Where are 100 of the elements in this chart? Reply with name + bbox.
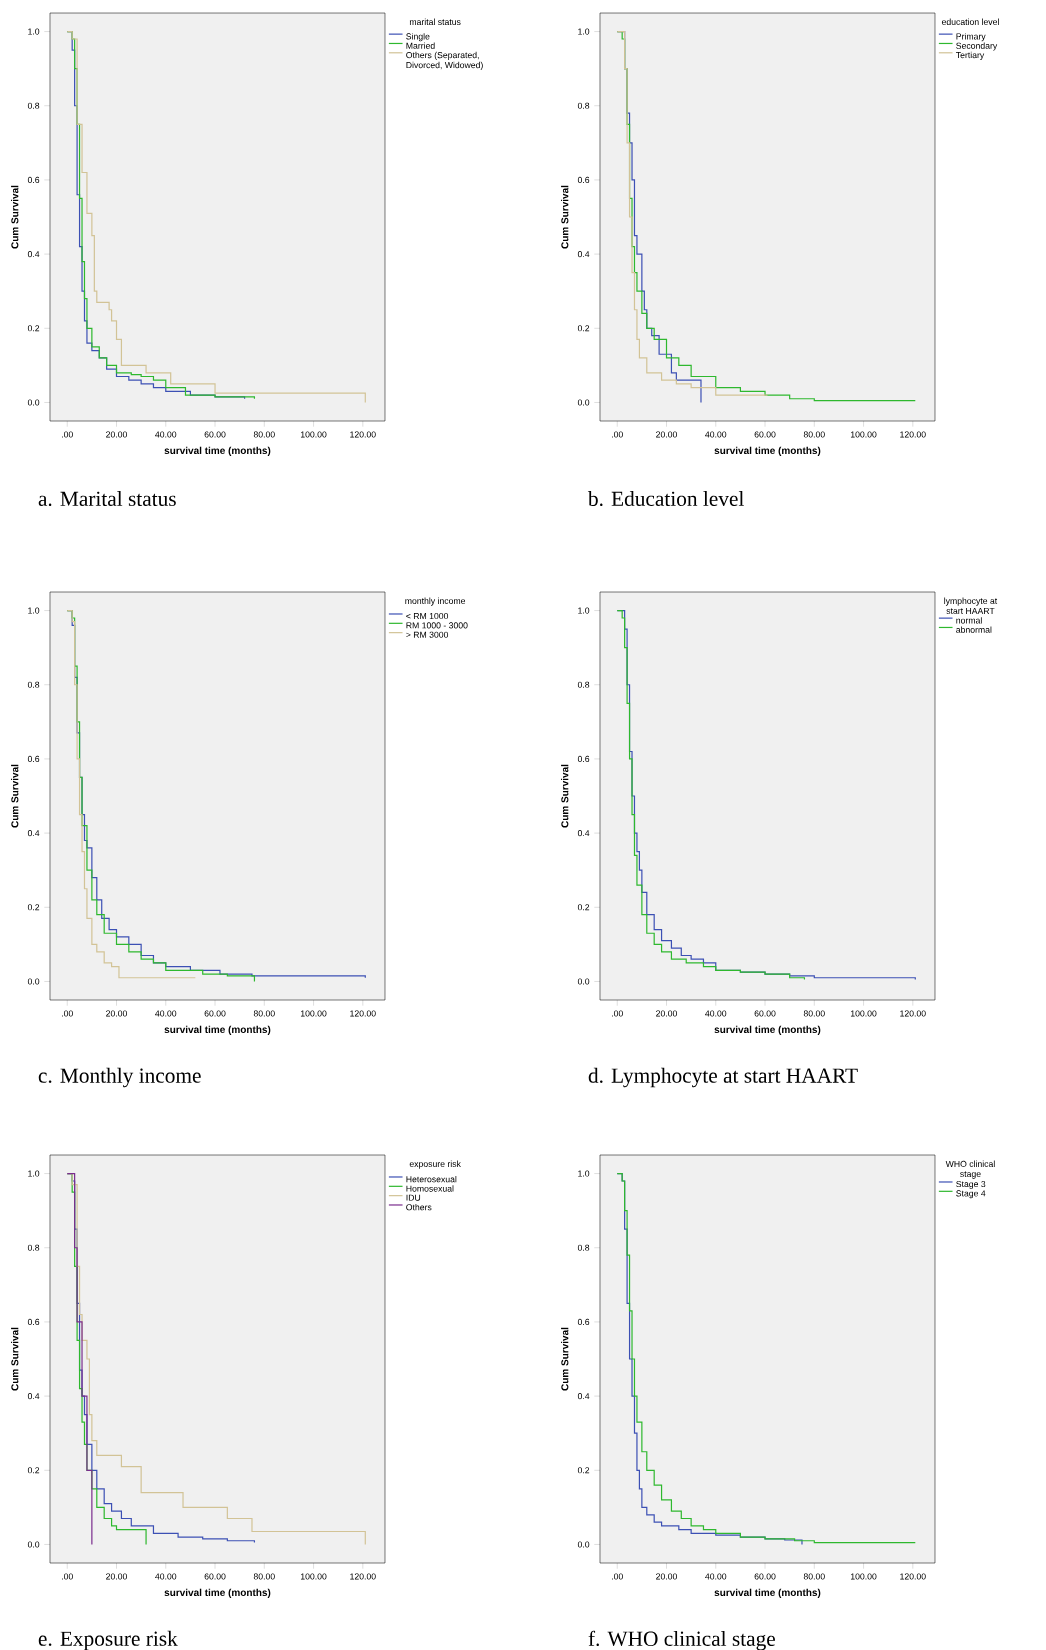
x-tick-label: 120.00 <box>350 1010 376 1017</box>
legend-label: Stage 3 <box>956 1180 986 1189</box>
legend-title: exposure risk <box>409 1160 461 1169</box>
x-tick-label: 60.00 <box>204 1573 226 1580</box>
y-tick-label: 0.0 <box>577 1541 590 1548</box>
legend-title: marital status <box>409 18 461 25</box>
y-tick-label: 0.0 <box>27 399 40 406</box>
y-tick-label: 1.0 <box>28 28 40 35</box>
x-tick-label: 80.00 <box>803 1010 825 1017</box>
x-tick-label: 20.00 <box>656 1010 677 1017</box>
legend-label: abnormal <box>956 626 992 633</box>
legend-title: education level <box>941 18 999 25</box>
x-tick-label: .00 <box>62 1010 73 1017</box>
y-tick-label: 0.8 <box>577 1244 590 1251</box>
x-tick-label: 20.00 <box>106 1010 127 1017</box>
x-tick-label: 100.00 <box>300 431 327 438</box>
x-tick-label: .00 <box>62 431 73 438</box>
y-axis-title: Cum Survival <box>11 764 19 828</box>
x-tick-label: 120.00 <box>900 1010 926 1017</box>
x-tick-label: 60.00 <box>204 431 226 438</box>
x-tick-label: 60.00 <box>754 1010 776 1017</box>
x-axis-title: survival time (months) <box>164 446 271 457</box>
x-tick-label: 40.00 <box>155 1010 177 1017</box>
x-tick-label: .00 <box>62 1573 73 1580</box>
x-axis-title: survival time (months) <box>714 446 821 457</box>
x-tick-label: 40.00 <box>155 431 177 438</box>
y-tick-label: 0.4 <box>577 830 590 837</box>
y-tick-label: 0.6 <box>577 755 590 762</box>
x-tick-label: 40.00 <box>705 431 727 438</box>
y-tick-label: 0.8 <box>577 681 590 688</box>
y-tick-label: 0.2 <box>577 904 590 911</box>
x-axis-title: survival time (months) <box>164 1025 271 1036</box>
y-tick-label: 0.4 <box>27 830 40 837</box>
y-tick-label: 0.8 <box>577 102 590 109</box>
x-tick-label: 100.00 <box>850 1573 877 1580</box>
x-tick-label: 20.00 <box>106 1573 127 1580</box>
legend-label: Married <box>406 42 435 49</box>
legend-label: Primary <box>956 33 986 42</box>
y-tick-label: 0.2 <box>577 1467 590 1474</box>
x-tick-label: 20.00 <box>106 431 127 438</box>
x-tick-label: 20.00 <box>656 1573 677 1580</box>
y-tick-label: 0.0 <box>577 399 590 406</box>
y-tick-label: 0.2 <box>27 904 40 911</box>
legend-label: < RM 1000 <box>406 612 449 620</box>
x-tick-label: 60.00 <box>754 1573 776 1580</box>
x-tick-label: 100.00 <box>300 1573 327 1580</box>
x-tick-label: 120.00 <box>350 431 376 438</box>
y-tick-label: 0.8 <box>27 1244 40 1251</box>
x-tick-label: .00 <box>612 431 623 438</box>
x-tick-label: 40.00 <box>705 1573 727 1580</box>
legend-label: > RM 3000 <box>406 631 449 638</box>
legend-label: Others (Separated, Divorced, Widowed) <box>406 51 483 70</box>
y-axis-title: Cum Survival <box>11 1327 19 1391</box>
legend-label: RM 1000 - 3000 <box>406 622 468 629</box>
y-tick-label: 0.0 <box>27 1541 40 1548</box>
y-tick-label: 0.4 <box>577 251 590 258</box>
y-tick-label: 0.4 <box>27 251 40 258</box>
x-tick-label: 20.00 <box>656 431 677 438</box>
text: b. Education level <box>587 490 744 507</box>
x-axis-title: survival time (months) <box>714 1588 821 1599</box>
legend-label: Single <box>406 33 430 42</box>
y-tick-label: 0.2 <box>577 325 590 332</box>
text: c. Monthly income <box>38 1067 201 1088</box>
x-tick-label: 120.00 <box>900 1573 926 1580</box>
y-axis-title: Cum Survival <box>561 1327 569 1391</box>
x-tick-label: 100.00 <box>850 431 877 438</box>
y-tick-label: 1.0 <box>578 1170 590 1177</box>
x-tick-label: 120.00 <box>900 431 926 438</box>
y-tick-label: 0.2 <box>27 325 40 332</box>
y-tick-label: 1.0 <box>28 1170 40 1177</box>
y-tick-label: 0.6 <box>577 176 590 183</box>
x-tick-label: 60.00 <box>204 1010 226 1017</box>
x-tick-label: 40.00 <box>705 1010 727 1017</box>
y-tick-label: 0.0 <box>27 978 40 985</box>
legend-label: normal <box>956 617 982 624</box>
y-tick-label: 0.2 <box>27 1467 40 1474</box>
y-tick-label: 0.8 <box>27 681 40 688</box>
legend-label: Tertiary <box>955 51 985 60</box>
x-tick-label: 120.00 <box>350 1573 376 1580</box>
y-tick-label: 0.4 <box>27 1393 40 1400</box>
y-tick-label: 0.6 <box>27 1318 40 1325</box>
x-axis-title: survival time (months) <box>714 1025 821 1036</box>
x-tick-label: 80.00 <box>803 431 825 438</box>
x-tick-label: 80.00 <box>253 1010 275 1017</box>
y-tick-label: 1.0 <box>578 28 590 35</box>
text: f. WHO clinical stage <box>588 1630 775 1650</box>
legend-label: Homosexual <box>406 1185 454 1192</box>
x-tick-label: 100.00 <box>850 1010 877 1017</box>
x-tick-label: 100.00 <box>300 1010 327 1017</box>
legend-label: Others <box>406 1203 432 1211</box>
y-axis-title: Cum Survival <box>561 764 569 828</box>
x-tick-label: 80.00 <box>253 431 275 438</box>
y-tick-label: 1.0 <box>28 607 40 614</box>
y-tick-label: 1.0 <box>578 607 590 614</box>
legend-title: WHO clinical stage <box>945 1160 995 1179</box>
y-tick-label: 0.8 <box>27 102 40 109</box>
y-tick-label: 0.6 <box>577 1318 590 1325</box>
legend-title: monthly income <box>405 597 466 606</box>
text: d. Lymphocyte at start HAART <box>588 1067 858 1088</box>
y-axis-title: Cum Survival <box>561 185 569 249</box>
